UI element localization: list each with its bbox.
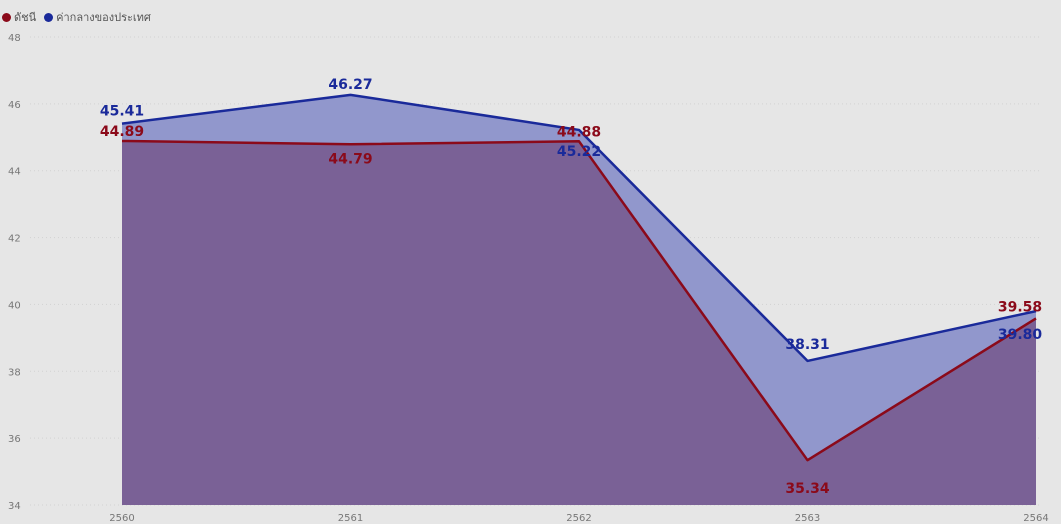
y-tick-label: 48 bbox=[8, 33, 21, 44]
y-tick-label: 46 bbox=[8, 100, 21, 111]
y-tick-label: 40 bbox=[8, 300, 21, 311]
data-label: 39.58 bbox=[998, 299, 1042, 315]
data-label: 35.34 bbox=[785, 481, 830, 497]
y-tick-label: 42 bbox=[8, 234, 21, 245]
data-label: 45.22 bbox=[557, 144, 601, 160]
data-label: 39.80 bbox=[998, 327, 1043, 343]
data-label: 44.88 bbox=[557, 124, 601, 140]
x-tick-label: 2560 bbox=[109, 513, 134, 524]
area-fill-series-0 bbox=[122, 141, 1036, 505]
data-label: 44.79 bbox=[328, 151, 372, 167]
y-tick-label: 44 bbox=[8, 167, 21, 178]
data-label: 44.89 bbox=[100, 124, 144, 140]
x-tick-label: 2564 bbox=[1023, 513, 1048, 524]
x-tick-label: 2563 bbox=[795, 513, 820, 524]
data-label: 38.31 bbox=[785, 337, 829, 353]
data-label: 45.41 bbox=[100, 104, 144, 120]
x-tick-label: 2562 bbox=[566, 513, 591, 524]
data-label: 46.27 bbox=[328, 77, 372, 93]
y-tick-label: 38 bbox=[8, 367, 21, 378]
x-tick-label: 2561 bbox=[338, 513, 363, 524]
y-tick-label: 34 bbox=[8, 501, 21, 512]
y-tick-label: 36 bbox=[8, 434, 21, 445]
